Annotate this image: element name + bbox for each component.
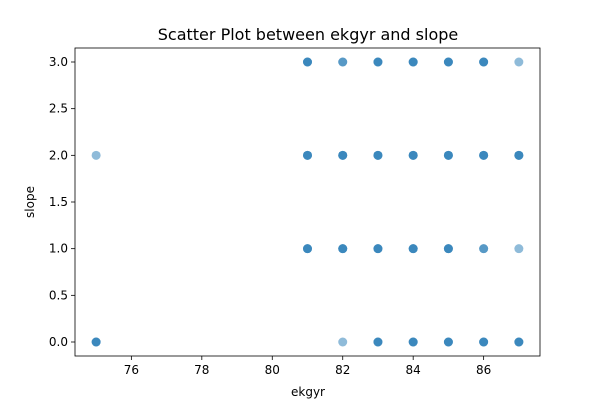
scatter-point [443,150,453,160]
y-tick-label: 0.5 [49,288,68,302]
scatter-point [338,57,348,67]
y-tick-label: 1.5 [49,195,68,209]
scatter-point [479,337,489,347]
y-tick-label: 0.0 [49,335,68,349]
scatter-point [408,57,418,67]
y-tick-label: 2.5 [49,102,68,116]
scatter-point [91,337,101,347]
scatter-point [338,244,348,254]
points-layer [91,57,524,347]
x-tick-label: 86 [476,363,491,377]
x-axis-label: ekgyr [291,385,325,399]
scatter-point [91,150,101,160]
scatter-point [303,57,312,67]
scatter-point [373,150,383,160]
scatter-point [373,57,383,67]
y-tick-label: 2.0 [49,148,68,162]
scatter-point [408,337,418,347]
plot-area [75,48,540,356]
x-tick-label: 82 [335,363,350,377]
x-tick-label: 84 [406,363,421,377]
scatter-point [479,150,489,160]
scatter-point [479,57,489,67]
scatter-point [514,57,524,67]
scatter-point [303,244,312,254]
scatter-point [338,150,348,160]
y-tick-label: 1.0 [49,242,68,256]
scatter-point [514,337,524,347]
scatter-point [514,150,524,160]
scatter-point [443,337,453,347]
x-axis-ticks: 76 78 80 82 84 86 [124,356,491,377]
y-axis-label: slope [23,186,37,218]
y-tick-label: 3.0 [49,55,68,69]
scatter-point [408,150,418,160]
scatter-point [514,244,524,254]
x-tick-label: 78 [194,363,209,377]
scatter-point [443,244,453,254]
scatter-point [479,244,489,254]
scatter-point [338,337,348,347]
scatter-point [373,244,383,254]
chart-title: Scatter Plot between ekgyr and slope [158,25,458,44]
scatter-point [408,244,418,254]
scatter-point [443,57,453,67]
scatter-point [373,337,383,347]
x-tick-label: 76 [124,363,139,377]
x-tick-label: 80 [265,363,280,377]
scatter-point [303,150,312,160]
y-axis-ticks: 0.0 0.5 1.0 1.5 2.0 2.5 3.0 [49,55,75,349]
